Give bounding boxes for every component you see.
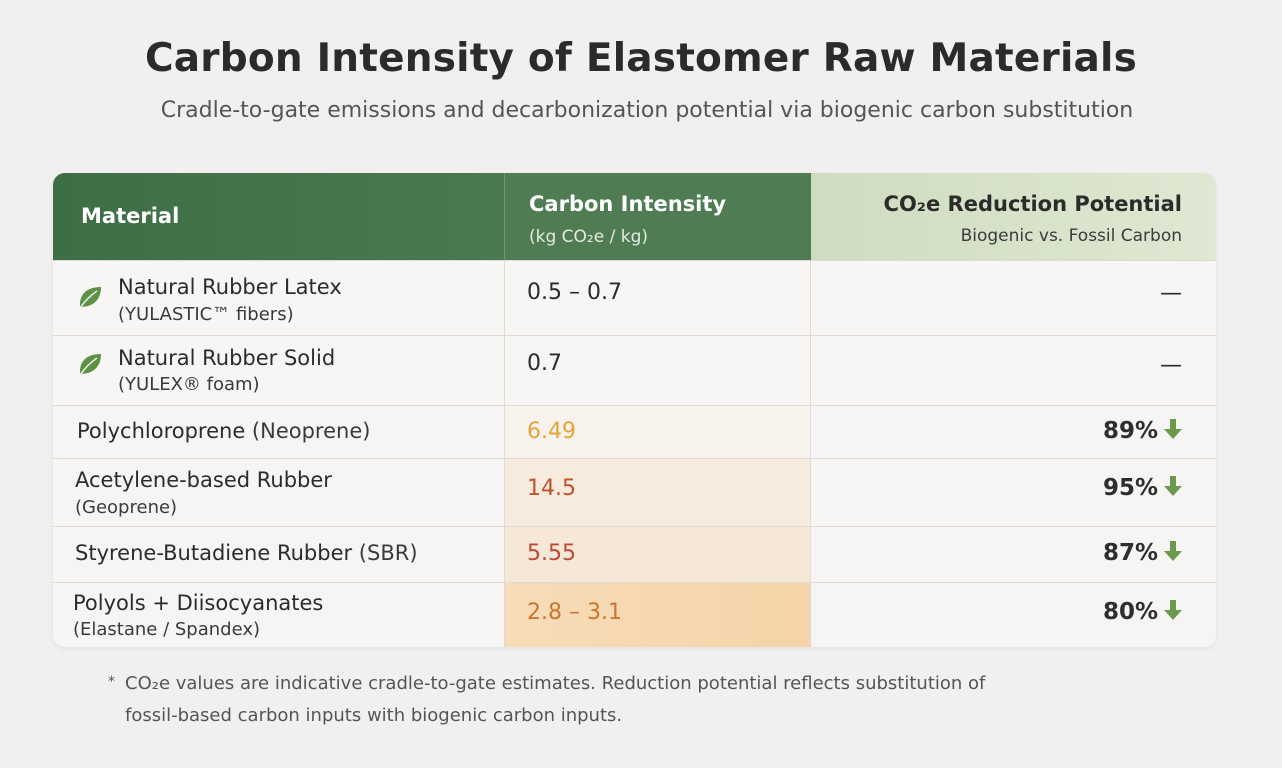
- reduction-value: 80%: [1103, 599, 1182, 625]
- material-name-main: Styrene-Butadiene Rubber: [75, 541, 353, 565]
- material-name: Natural Rubber Solid: [118, 346, 336, 370]
- reduction-cell: 95%: [811, 459, 1216, 526]
- material-name: Polyols + Diisocyanates: [73, 591, 324, 615]
- carbon-intensity-value: 0.7: [527, 351, 562, 376]
- footnote-line-2: fossil-based carbon inputs with biogenic…: [125, 705, 623, 726]
- header-reduction-potential: CO₂e Reduction Potential Biogenic vs. Fo…: [811, 173, 1216, 260]
- reduction-value: 87%: [1103, 540, 1182, 566]
- material-name-suffix: (SBR): [352, 541, 418, 565]
- header-material-label: Material: [81, 204, 180, 228]
- carbon-intensity-cell: 0.5 – 0.7: [504, 261, 811, 335]
- footnote-line-1: CO₂e values are indicative cradle-to-gat…: [125, 673, 986, 694]
- carbon-intensity-cell: 2.8 – 3.1: [504, 583, 811, 647]
- material-name: Natural Rubber Latex: [118, 275, 342, 299]
- reduction-cell: —: [811, 261, 1216, 335]
- reduction-value: 89%: [1103, 418, 1182, 444]
- table-row: Styrene-Butadiene Rubber (SBR) 5.55 87%: [53, 526, 1216, 582]
- table-row: Polychloroprene (Neoprene) 6.49 89%: [53, 405, 1216, 458]
- reduction-value: —: [1160, 281, 1182, 306]
- leaf-icon: [79, 354, 101, 376]
- material-sub: (Geoprene): [75, 497, 178, 518]
- material-sub: (Elastane / Spandex): [73, 619, 261, 640]
- material-name: Styrene-Butadiene Rubber (SBR): [75, 541, 418, 565]
- arrow-down-icon: [1164, 600, 1182, 620]
- header-reduction-label: CO₂e Reduction Potential: [883, 192, 1182, 216]
- reduction-cell: —: [811, 336, 1216, 405]
- arrow-down-icon: [1164, 541, 1182, 561]
- carbon-intensity-value: 0.5 – 0.7: [527, 280, 622, 305]
- material-cell: Acetylene-based Rubber (Geoprene): [53, 459, 504, 526]
- material-name-suffix: (Neoprene): [245, 419, 371, 443]
- header-reduction-sub: Biogenic vs. Fossil Carbon: [960, 226, 1182, 246]
- table-row: Natural Rubber Latex (YULASTIC™ fibers) …: [53, 260, 1216, 335]
- reduction-percent: 87%: [1102, 540, 1158, 566]
- table-header: Material Carbon Intensity (kg CO₂e / kg)…: [53, 173, 1216, 260]
- material-cell: Polychloroprene (Neoprene): [53, 406, 504, 458]
- footnote: * CO₂e values are indicative cradle-to-g…: [108, 668, 1168, 732]
- material-sub: (YULASTIC™ fibers): [118, 304, 294, 325]
- reduction-cell: 89%: [811, 406, 1216, 458]
- carbon-intensity-value: 5.55: [527, 541, 576, 566]
- carbon-intensity-cell: 5.55: [504, 527, 811, 582]
- material-cell: Natural Rubber Solid (YULEX® foam): [53, 336, 504, 405]
- material-name-main: Polychloroprene: [77, 419, 246, 443]
- reduction-value: 95%: [1103, 475, 1182, 501]
- page-title: Carbon Intensity of Elastomer Raw Materi…: [144, 36, 1138, 81]
- arrow-down-icon: [1164, 476, 1182, 496]
- reduction-value: —: [1160, 353, 1182, 378]
- reduction-percent: 95%: [1102, 475, 1158, 501]
- reduction-percent: 80%: [1102, 599, 1158, 625]
- carbon-intensity-cell: 0.7: [504, 336, 811, 405]
- table-row: Natural Rubber Solid (YULEX® foam) 0.7 —: [53, 335, 1216, 405]
- material-name: Polychloroprene (Neoprene): [77, 419, 370, 443]
- material-name: Acetylene-based Rubber: [75, 468, 332, 492]
- header-material: Material: [53, 173, 504, 260]
- reduction-percent: 89%: [1102, 418, 1158, 444]
- carbon-intensity-table: Material Carbon Intensity (kg CO₂e / kg)…: [53, 173, 1216, 647]
- material-cell: Styrene-Butadiene Rubber (SBR): [53, 527, 504, 582]
- reduction-cell: 80%: [811, 583, 1216, 647]
- table-row: Acetylene-based Rubber (Geoprene) 14.5 9…: [53, 458, 1216, 526]
- leaf-icon: [79, 287, 101, 309]
- page-subtitle: Cradle-to-gate emissions and decarboniza…: [160, 98, 1134, 123]
- carbon-intensity-value: 6.49: [527, 419, 576, 444]
- reduction-cell: 87%: [811, 527, 1216, 582]
- header-carbon-intensity-unit: (kg CO₂e / kg): [529, 227, 648, 247]
- carbon-intensity-cell: 14.5: [504, 459, 811, 526]
- header-carbon-intensity: Carbon Intensity (kg CO₂e / kg): [504, 173, 811, 260]
- material-cell: Natural Rubber Latex (YULASTIC™ fibers): [53, 261, 504, 335]
- footnote-marker: *: [108, 674, 115, 690]
- carbon-intensity-value: 14.5: [527, 476, 576, 501]
- material-sub: (YULEX® foam): [118, 374, 260, 395]
- table-row: Polyols + Diisocyanates (Elastane / Span…: [53, 582, 1216, 647]
- material-cell: Polyols + Diisocyanates (Elastane / Span…: [53, 583, 504, 647]
- arrow-down-icon: [1164, 419, 1182, 439]
- carbon-intensity-value: 2.8 – 3.1: [527, 600, 622, 625]
- header-carbon-intensity-label: Carbon Intensity: [529, 192, 727, 216]
- carbon-intensity-cell: 6.49: [504, 406, 811, 458]
